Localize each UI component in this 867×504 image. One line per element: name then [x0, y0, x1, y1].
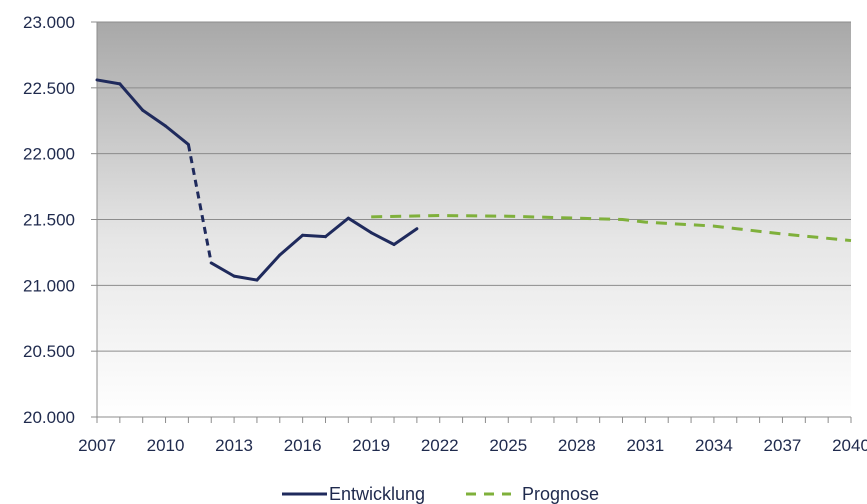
x-tick-label: 2031 [626, 436, 664, 455]
x-tick-label: 2034 [695, 436, 733, 455]
series-segment-entwicklung [392, 227, 419, 247]
series-segment-entwicklung [346, 216, 373, 235]
y-tick-label: 22.000 [23, 145, 75, 164]
series-segment-entwicklung [209, 261, 236, 278]
series-segment-entwicklung [118, 82, 145, 112]
y-tick-label: 23.000 [23, 13, 75, 32]
x-tick-label: 2022 [421, 436, 459, 455]
y-tick-label: 20.000 [23, 408, 75, 427]
legend-entwicklung-label: Entwicklung [329, 484, 425, 504]
gridlines [97, 21, 851, 352]
x-tick-label: 2028 [558, 436, 596, 455]
series-line-prognose [371, 214, 852, 243]
y-tick-label: 22.500 [23, 79, 75, 98]
y-tick-label: 21.500 [23, 211, 75, 230]
x-axis-tick-labels: 2007 2010 2013 2016 2019 2022 2025 2028 2031 2034… [78, 436, 867, 455]
axes [91, 21, 852, 423]
series-segment-entwicklung [369, 231, 396, 247]
series-lines [95, 78, 852, 282]
x-tick-label: 2007 [78, 436, 116, 455]
series-segment-entwicklung [278, 233, 305, 257]
series-segment-entwicklung [232, 274, 259, 282]
y-tick-label: 21.000 [23, 276, 75, 295]
x-tick-label: 2010 [147, 436, 185, 455]
series-segment-entwicklung [95, 78, 122, 86]
series-segment-entwicklung [186, 144, 213, 264]
legend-prognose-label: Prognose [522, 484, 599, 504]
legend: Entwicklung Prognose [282, 484, 599, 504]
y-tick-label: 20.500 [23, 342, 75, 361]
x-tick-label: 2040 [832, 436, 867, 455]
series-segment-entwicklung [255, 253, 282, 282]
y-axis-tick-labels: 20.000 20.500 21.000 21.500 22.000 22.500 23.0… [23, 13, 75, 427]
x-tick-label: 2013 [215, 436, 253, 455]
x-tick-label: 2016 [284, 436, 322, 455]
x-tick-label: 2025 [489, 436, 527, 455]
series-segment-entwicklung [323, 216, 350, 239]
series-segment-entwicklung [301, 233, 327, 239]
series-segment-entwicklung [164, 124, 190, 146]
x-tick-label: 2037 [764, 436, 802, 455]
series-segment-entwicklung [141, 108, 168, 128]
x-tick-label: 2019 [352, 436, 390, 455]
